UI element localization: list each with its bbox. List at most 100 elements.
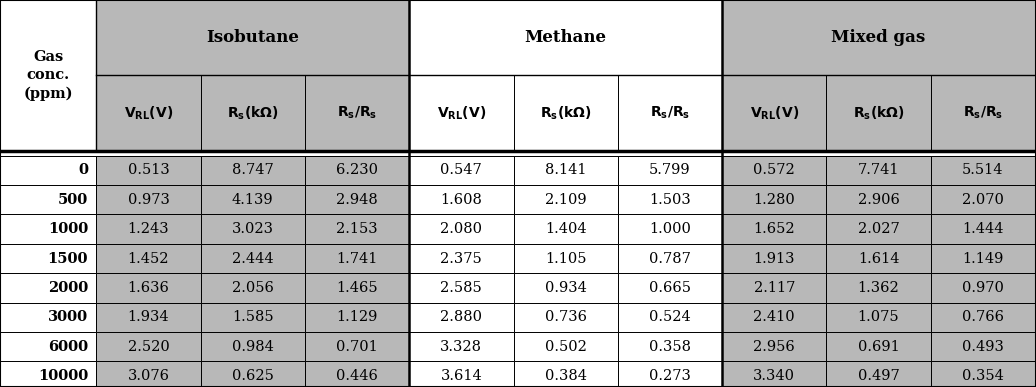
Bar xyxy=(409,156,514,185)
Text: 6.230: 6.230 xyxy=(336,163,378,177)
Text: 0.766: 0.766 xyxy=(961,310,1004,324)
Text: 1.652: 1.652 xyxy=(753,222,795,236)
Text: 0.973: 0.973 xyxy=(127,193,170,207)
Bar xyxy=(827,75,930,151)
Text: $\mathbf{V}_{\mathbf{RL}}\mathbf{(V)}$: $\mathbf{V}_{\mathbf{RL}}\mathbf{(V)}$ xyxy=(750,104,799,122)
Bar xyxy=(514,361,617,387)
Text: $\mathbf{R}_{\mathbf{s}}\mathbf{/ R}_{\mathbf{s}}$: $\mathbf{R}_{\mathbf{s}}\mathbf{/ R}_{\m… xyxy=(337,105,377,122)
Text: Gas
conc.
(ppm): Gas conc. (ppm) xyxy=(24,50,73,101)
Bar xyxy=(827,185,930,214)
Text: 0.502: 0.502 xyxy=(545,340,586,354)
Bar xyxy=(827,273,930,303)
Bar xyxy=(722,75,827,151)
Text: 0.665: 0.665 xyxy=(649,281,691,295)
Text: 0.497: 0.497 xyxy=(858,369,899,383)
Text: 3.023: 3.023 xyxy=(232,222,274,236)
Bar xyxy=(930,361,1035,387)
Bar xyxy=(305,156,409,185)
Bar xyxy=(617,332,722,361)
Bar xyxy=(96,75,201,151)
Text: 1.503: 1.503 xyxy=(650,193,691,207)
Text: 6000: 6000 xyxy=(48,340,88,354)
Text: $\mathbf{R}_{\mathbf{s}}\mathbf{(k\Omega)}$: $\mathbf{R}_{\mathbf{s}}\mathbf{(k\Omega… xyxy=(227,104,279,122)
Bar xyxy=(930,332,1035,361)
Bar xyxy=(930,156,1035,185)
Bar xyxy=(722,156,827,185)
Text: 8.747: 8.747 xyxy=(232,163,274,177)
Bar xyxy=(514,332,617,361)
Bar xyxy=(409,273,514,303)
Text: 2.027: 2.027 xyxy=(858,222,899,236)
Bar xyxy=(201,244,305,273)
Text: 0.787: 0.787 xyxy=(649,252,691,265)
Bar xyxy=(201,332,305,361)
Text: 2.109: 2.109 xyxy=(545,193,586,207)
Bar xyxy=(0,303,96,332)
Bar xyxy=(0,361,96,387)
Text: 500: 500 xyxy=(58,193,88,207)
Text: $\mathbf{R}_{\mathbf{s}}\mathbf{(k\Omega)}$: $\mathbf{R}_{\mathbf{s}}\mathbf{(k\Omega… xyxy=(540,104,592,122)
Bar xyxy=(96,214,201,244)
Bar xyxy=(722,332,827,361)
Text: 2.585: 2.585 xyxy=(440,281,482,295)
Text: 1.741: 1.741 xyxy=(337,252,378,265)
Bar xyxy=(201,273,305,303)
Text: 2.444: 2.444 xyxy=(232,252,274,265)
Text: 1.585: 1.585 xyxy=(232,310,274,324)
Bar xyxy=(305,185,409,214)
Text: 1.444: 1.444 xyxy=(962,222,1004,236)
Text: 1.105: 1.105 xyxy=(545,252,586,265)
Bar xyxy=(617,185,722,214)
Text: 1.243: 1.243 xyxy=(127,222,169,236)
Bar xyxy=(0,0,96,151)
Text: $\mathbf{R}_{\mathbf{s}}\mathbf{(k\Omega)}$: $\mathbf{R}_{\mathbf{s}}\mathbf{(k\Omega… xyxy=(853,104,904,122)
Bar xyxy=(514,273,617,303)
Bar xyxy=(96,156,201,185)
Bar xyxy=(409,303,514,332)
Bar xyxy=(722,185,827,214)
Bar xyxy=(827,214,930,244)
Text: 0.354: 0.354 xyxy=(961,369,1004,383)
Bar xyxy=(96,361,201,387)
Bar xyxy=(305,244,409,273)
Text: 1000: 1000 xyxy=(48,222,88,236)
Text: 1.280: 1.280 xyxy=(753,193,795,207)
Bar xyxy=(930,185,1035,214)
Text: 2.153: 2.153 xyxy=(337,222,378,236)
Bar xyxy=(930,303,1035,332)
Text: 0.984: 0.984 xyxy=(232,340,274,354)
Bar xyxy=(409,244,514,273)
Text: 1.614: 1.614 xyxy=(858,252,899,265)
Text: 5.514: 5.514 xyxy=(962,163,1004,177)
Bar xyxy=(617,244,722,273)
Text: 2.956: 2.956 xyxy=(753,340,795,354)
Text: 1.452: 1.452 xyxy=(127,252,169,265)
Bar xyxy=(930,273,1035,303)
Text: 3000: 3000 xyxy=(48,310,88,324)
Text: 0.701: 0.701 xyxy=(337,340,378,354)
Text: 1.362: 1.362 xyxy=(858,281,899,295)
Text: $\mathbf{V}_{\mathbf{RL}}\mathbf{(V)}$: $\mathbf{V}_{\mathbf{RL}}\mathbf{(V)}$ xyxy=(124,104,173,122)
Bar xyxy=(930,214,1035,244)
Text: 1.000: 1.000 xyxy=(649,222,691,236)
Bar xyxy=(96,0,409,75)
Bar xyxy=(305,214,409,244)
Bar xyxy=(409,75,514,151)
Text: 0.446: 0.446 xyxy=(336,369,378,383)
Bar xyxy=(201,156,305,185)
Bar xyxy=(409,332,514,361)
Text: 1.465: 1.465 xyxy=(337,281,378,295)
Bar xyxy=(96,332,201,361)
Bar xyxy=(930,244,1035,273)
Text: 1.129: 1.129 xyxy=(337,310,378,324)
Text: 0.358: 0.358 xyxy=(649,340,691,354)
Bar xyxy=(96,185,201,214)
Text: 1.149: 1.149 xyxy=(962,252,1004,265)
Bar xyxy=(617,214,722,244)
Bar xyxy=(96,303,201,332)
Bar xyxy=(514,75,617,151)
Bar xyxy=(827,303,930,332)
Text: 4.139: 4.139 xyxy=(232,193,274,207)
Text: 2.520: 2.520 xyxy=(127,340,169,354)
Text: 2.117: 2.117 xyxy=(753,281,795,295)
